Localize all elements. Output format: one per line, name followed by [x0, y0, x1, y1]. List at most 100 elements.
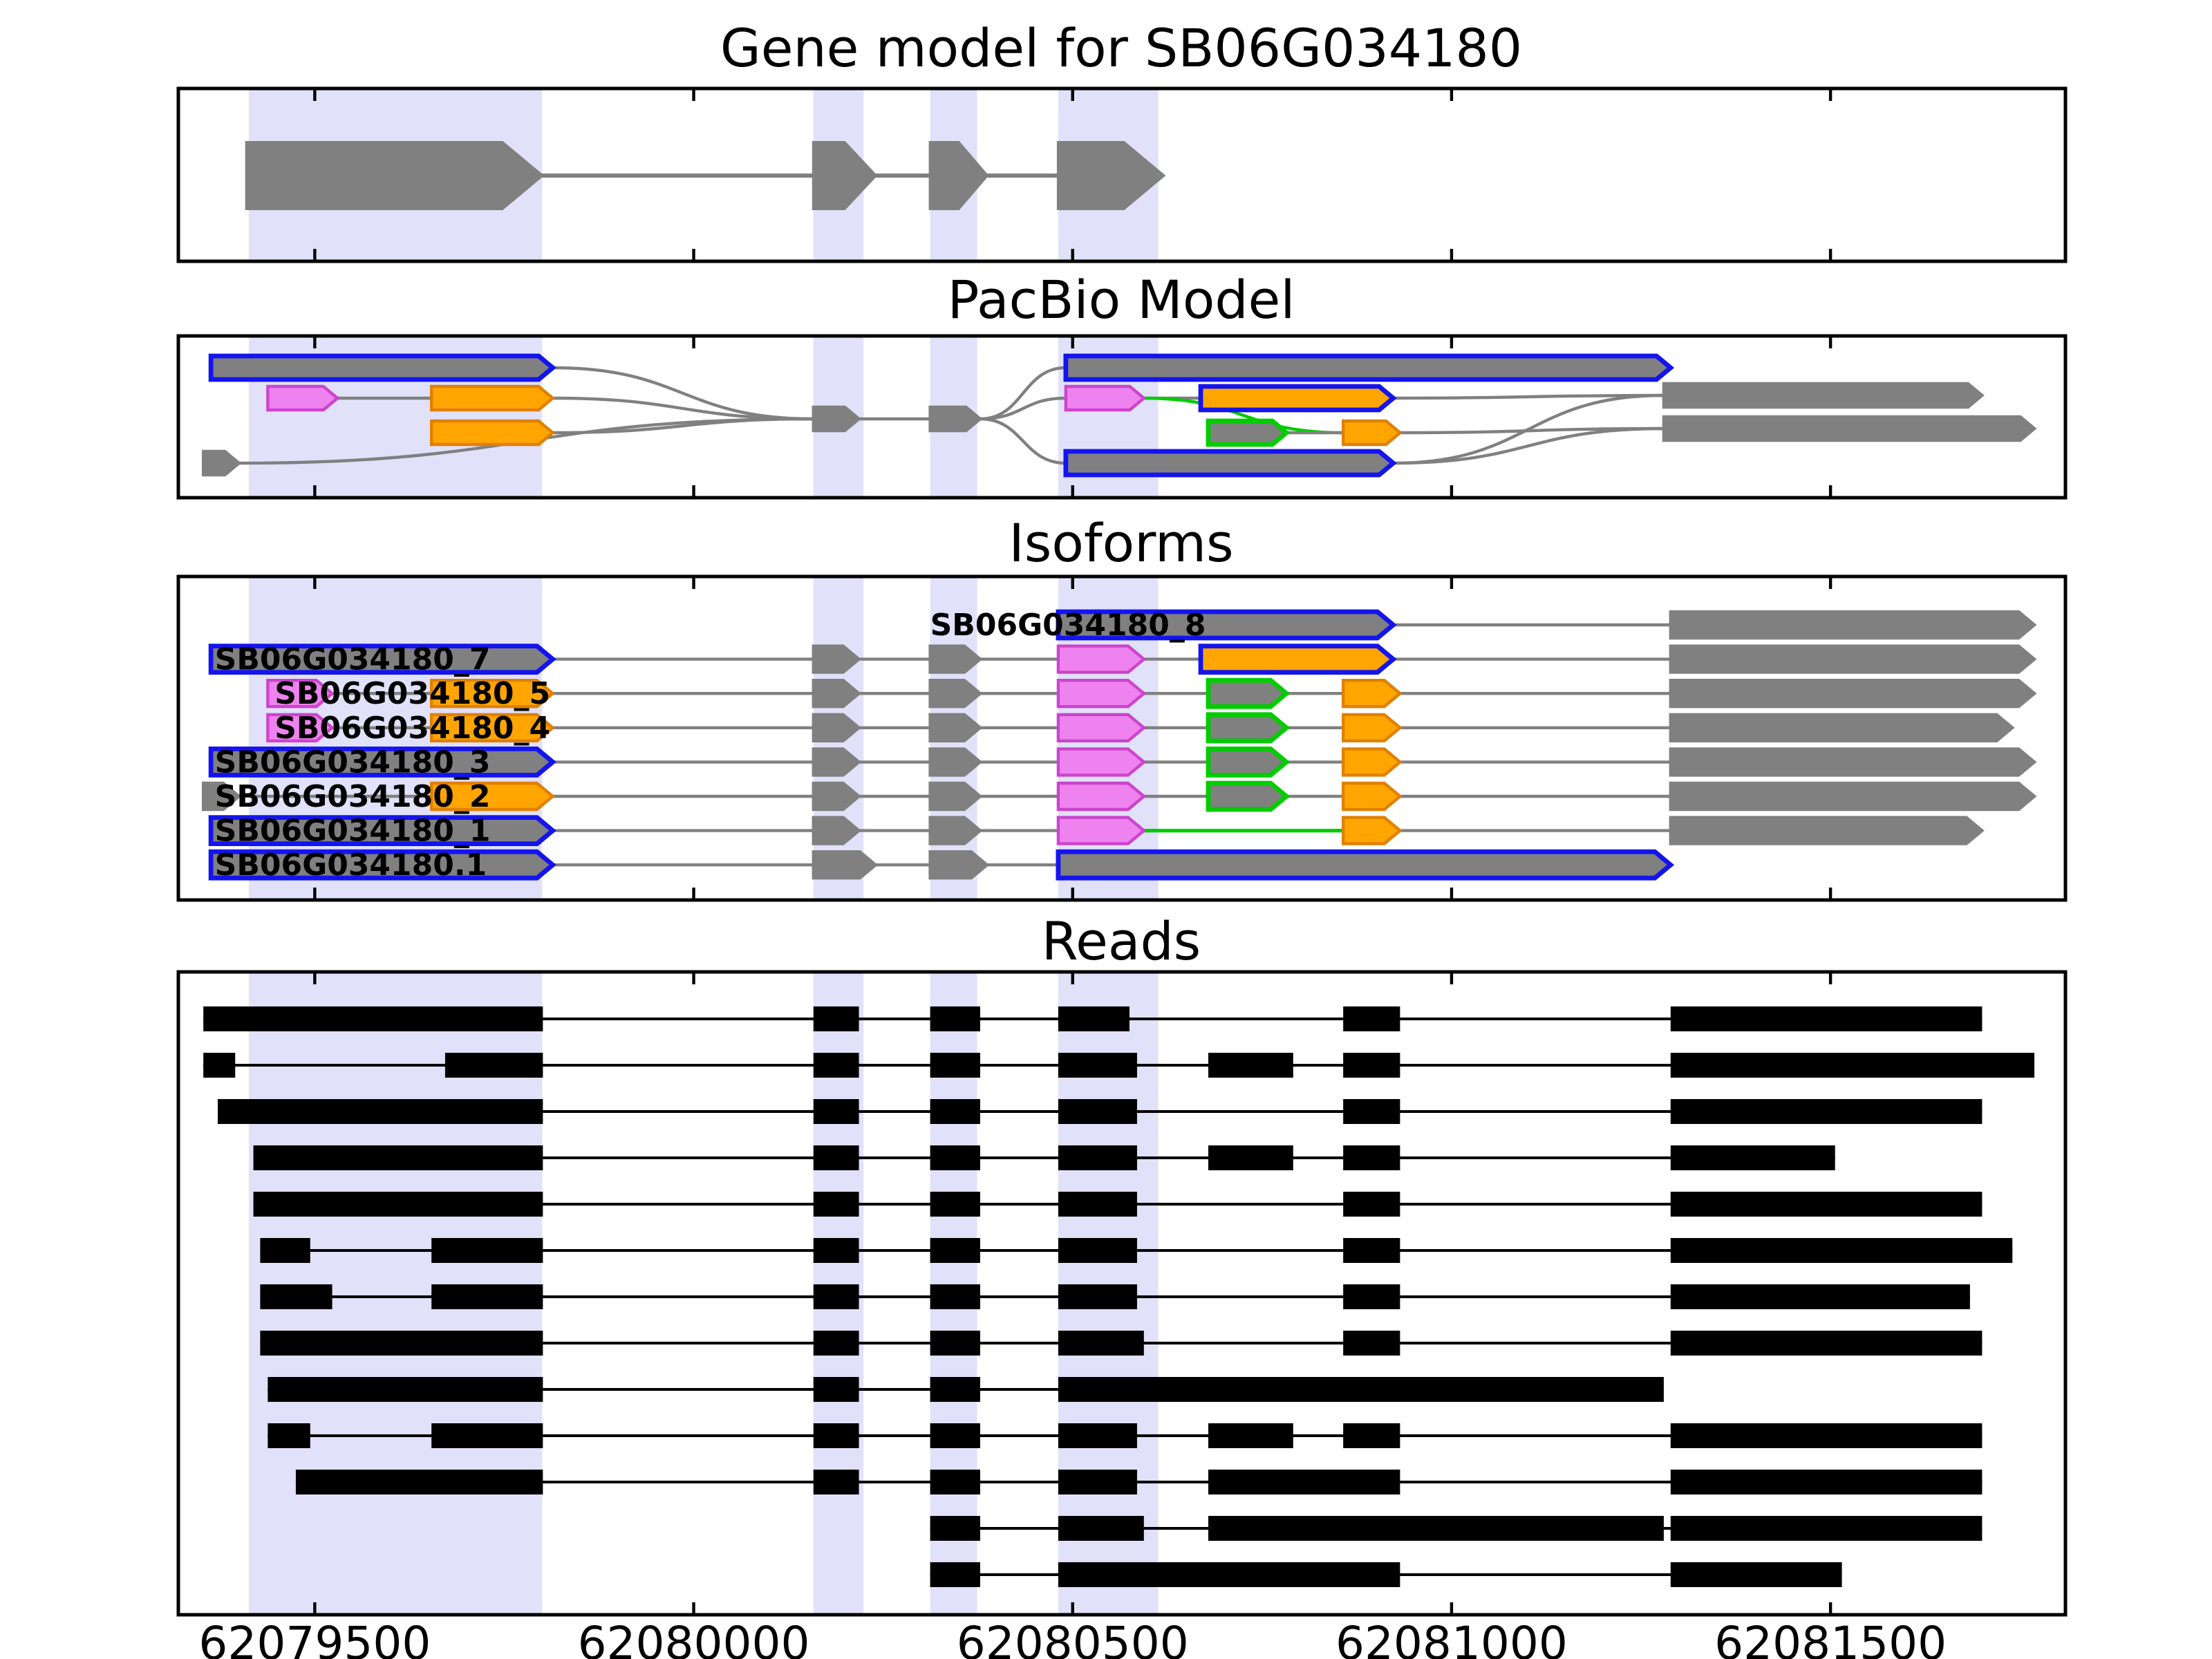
gene-exon — [1056, 141, 1166, 210]
read-segment — [930, 1284, 980, 1309]
read-segment — [813, 1284, 859, 1309]
read-segment — [1343, 1238, 1400, 1263]
isoform-exon — [1669, 610, 2037, 640]
pacbio-exon — [1064, 384, 1147, 412]
isoform-label: SB06G034180_2 — [215, 779, 491, 814]
read-segment — [1058, 1284, 1137, 1309]
read-segment — [1343, 1099, 1400, 1124]
gene-exon — [812, 141, 878, 210]
read-segment — [930, 1145, 980, 1170]
read-segment — [268, 1377, 543, 1402]
read-segment — [930, 1192, 980, 1217]
read-segment — [813, 1238, 859, 1263]
read-segment — [1343, 1053, 1400, 1078]
isoform-exon — [928, 679, 983, 709]
read-segment — [431, 1238, 543, 1263]
read-segment — [813, 1331, 859, 1356]
read-segment — [1670, 1192, 1983, 1217]
read-segment — [218, 1099, 543, 1124]
pacbio-exon — [812, 405, 861, 433]
read-segment — [1208, 1145, 1293, 1170]
read-segment — [1670, 1516, 1983, 1541]
isoform-label: SB06G034180_3 — [215, 744, 491, 780]
read-segment — [813, 1145, 859, 1170]
isoform-exon — [928, 644, 983, 674]
pacbio-exon — [1063, 353, 1675, 382]
splice-curve — [980, 396, 1066, 421]
pacbio-exon — [1206, 418, 1291, 447]
splice-curve — [1143, 396, 1344, 435]
read-segment — [1208, 1470, 1400, 1494]
isoform-label: SB06G034180_4 — [274, 711, 550, 746]
panel-title-reads: Reads — [1042, 910, 1201, 972]
read-segment — [930, 1006, 980, 1031]
read-segment — [1058, 1238, 1137, 1263]
isoform-exon — [1206, 677, 1291, 709]
isoform-label: SB06G034180_7 — [215, 642, 491, 677]
x-tick-label: 62081000 — [1335, 1617, 1568, 1659]
isoform-exon — [429, 713, 556, 742]
isoform-exon — [928, 781, 983, 812]
pacbio-exon — [429, 384, 556, 412]
read-segment — [930, 1423, 980, 1448]
pacbio-exon — [429, 419, 556, 447]
read-segment — [1058, 1470, 1137, 1494]
isoform-exon — [208, 644, 556, 675]
isoform-label: SB06G034180_5 — [274, 676, 550, 711]
isoform-label: SB06G034180_8 — [930, 608, 1206, 643]
x-tick-label: 62080000 — [578, 1617, 810, 1659]
isoform-exon — [201, 781, 242, 812]
read-segment — [1058, 1053, 1137, 1078]
isoform-exon — [1341, 816, 1403, 845]
read-segment — [295, 1470, 543, 1494]
isoform-exon — [1198, 644, 1397, 675]
isoform-exon — [1669, 713, 2015, 742]
read-segment — [930, 1099, 980, 1124]
read-segment — [203, 1053, 236, 1078]
isoform-exon — [812, 747, 861, 777]
panel-gene-model — [176, 86, 2068, 263]
read-segment — [813, 1006, 859, 1031]
render-root: SB06G034180_8SB06G034180_7SB06G034180_5S… — [176, 86, 2068, 1659]
read-segment — [1058, 1099, 1137, 1124]
isoform-exon — [1056, 747, 1147, 777]
pacbio-exon — [1662, 415, 2037, 442]
read-segment — [1343, 1284, 1400, 1309]
x-tick-label: 62081500 — [1714, 1617, 1947, 1659]
isoform-exon — [1056, 781, 1147, 812]
gene-exon — [928, 141, 989, 210]
read-segment — [1058, 1423, 1137, 1448]
isoform-exon — [1056, 609, 1397, 641]
panel-reads — [176, 970, 2068, 1617]
pacbio-exon — [201, 449, 242, 477]
splice-curve — [980, 417, 1066, 465]
read-segment — [260, 1238, 310, 1263]
isoform-exon — [266, 713, 335, 742]
read-segment — [813, 1470, 859, 1494]
panel-title-gene-model: Gene model for SB06G034180 — [720, 17, 1522, 79]
read-segment — [930, 1238, 980, 1263]
read-segment — [1670, 1238, 2013, 1263]
read-segment — [930, 1377, 980, 1402]
isoform-exon — [1056, 713, 1147, 742]
read-segment — [444, 1053, 543, 1078]
isoform-exon — [1206, 712, 1291, 744]
pacbio-exon — [1662, 382, 1985, 409]
read-segment — [1670, 1331, 1983, 1356]
isoform-exon — [1669, 781, 2037, 812]
read-segment — [260, 1331, 543, 1356]
isoform-exon — [812, 644, 861, 674]
read-segment — [1208, 1053, 1293, 1078]
read-segment — [813, 1099, 859, 1124]
read-segment — [1058, 1145, 1137, 1170]
read-segment — [1208, 1516, 1664, 1541]
isoform-exon — [928, 850, 990, 880]
panel-border — [176, 86, 2068, 263]
read-segment — [203, 1006, 543, 1031]
isoform-exon — [1341, 781, 1403, 812]
isoform-exon — [928, 713, 983, 742]
isoform-exon — [1056, 644, 1147, 674]
read-segment — [930, 1516, 980, 1541]
read-segment — [813, 1423, 859, 1448]
